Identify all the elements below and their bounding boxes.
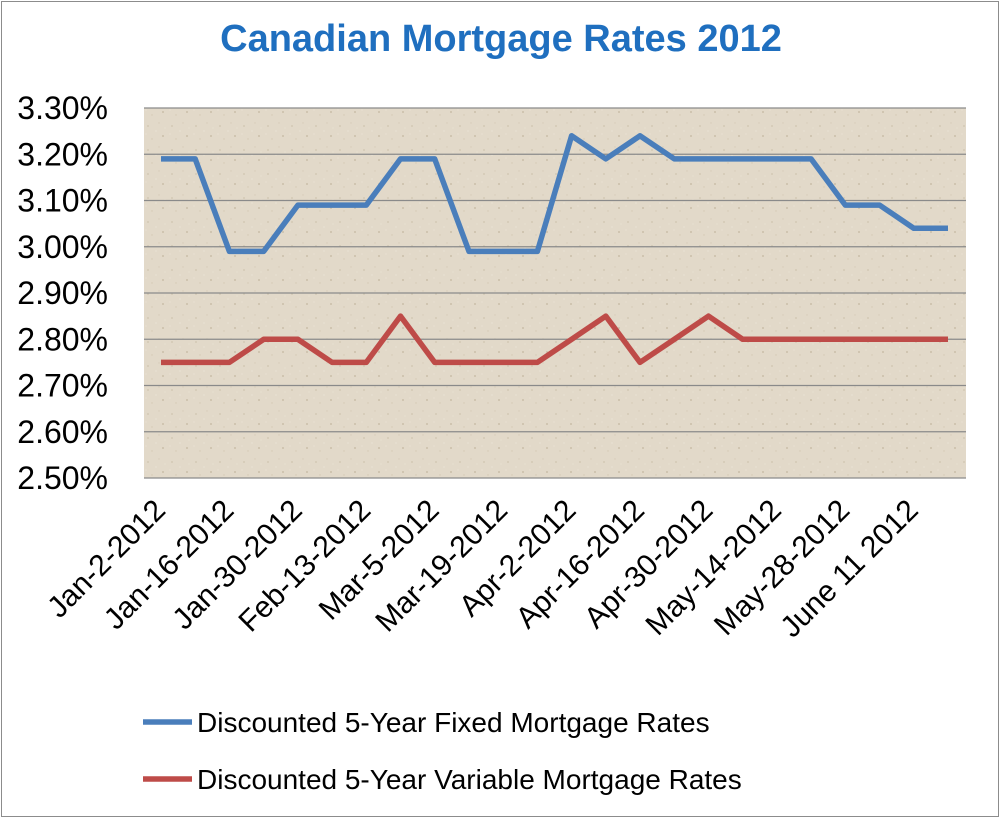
y-tick-label: 3.20% [17,136,108,172]
y-tick-label: 2.70% [17,368,108,404]
y-tick-label: 3.30% [17,90,108,126]
chart-title: Canadian Mortgage Rates 2012 [220,18,782,60]
legend: Discounted 5-Year Fixed Mortgage Rates Di… [143,707,742,795]
series-line [161,313,948,366]
y-tick-label: 2.80% [17,321,108,357]
series-lines [161,133,948,366]
y-tick-label: 2.90% [17,275,108,311]
y-axis-tick-labels: 3.30% 3.20% 3.10% 3.00% 2.90% 2.80% 2.70% 2.60%… [17,90,108,496]
x-axis-tick-labels: Jan-2-2012Jan-16-2012Jan-30-2012Feb-13-2… [41,494,924,644]
legend-label: Discounted 5-Year Variable Mortgage Rate… [197,764,742,795]
series-line [161,133,948,255]
y-tick-label: 2.60% [17,414,108,450]
y-tick-label: 3.00% [17,229,108,265]
legend-label: Discounted 5-Year Fixed Mortgage Rates [197,707,710,738]
y-tick-label: 2.50% [17,460,108,496]
y-tick-label: 3.10% [17,183,108,219]
